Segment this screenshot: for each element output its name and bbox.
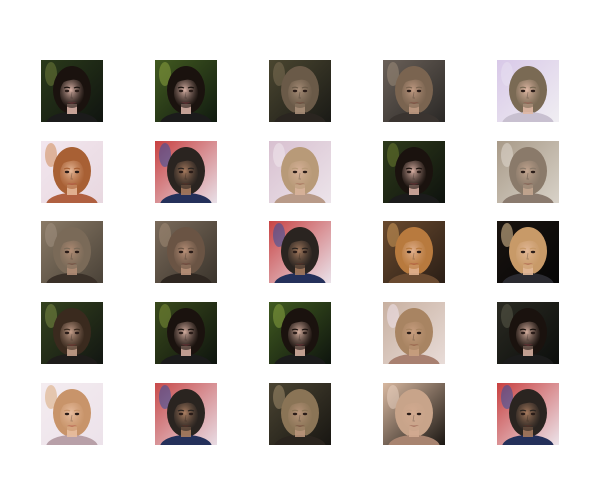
face-image-r1-c4 (383, 60, 445, 122)
face-image-r3-c5 (497, 221, 559, 283)
face-image-r2-c5 (497, 141, 559, 203)
face-image-r2-c4 (383, 141, 445, 203)
face-image-r5-c3 (269, 383, 331, 445)
face-image-r5-c1 (41, 383, 103, 445)
face-image-r4-c1 (41, 302, 103, 364)
face-image-r3-c4 (383, 221, 445, 283)
face-image-r2-c3 (269, 141, 331, 203)
face-image-r3-c2 (155, 221, 217, 283)
face-image-r2-c2 (155, 141, 217, 203)
face-image-r4-c2 (155, 302, 217, 364)
face-image-r4-c5 (497, 302, 559, 364)
face-image-r1-c2 (155, 60, 217, 122)
face-image-r5-c2 (155, 383, 217, 445)
face-image-r4-c3 (269, 302, 331, 364)
face-image-r3-c3 (269, 221, 331, 283)
face-image-r2-c1 (41, 141, 103, 203)
face-image-r5-c5 (497, 383, 559, 445)
face-image-r1-c3 (269, 60, 331, 122)
face-image-r5-c4 (383, 383, 445, 445)
face-image-r4-c4 (383, 302, 445, 364)
face-image-r1-c1 (41, 60, 103, 122)
face-image-r1-c5 (497, 60, 559, 122)
face-image-r3-c1 (41, 221, 103, 283)
